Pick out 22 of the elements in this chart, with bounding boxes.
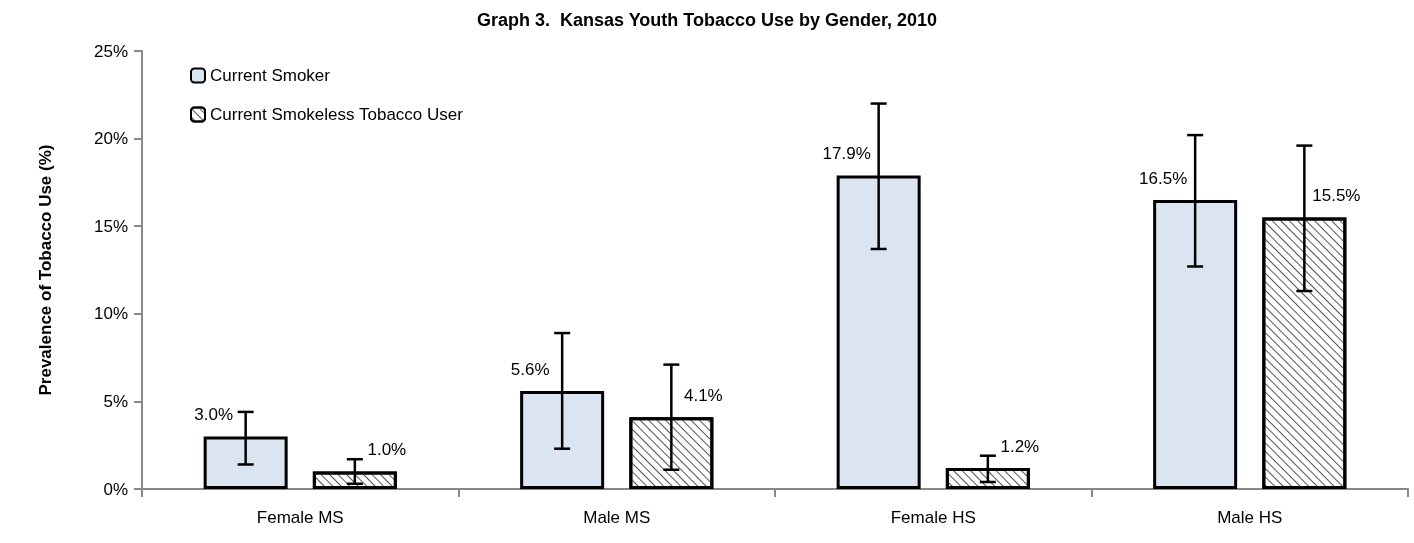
x-tick-label: Male HS (1217, 508, 1283, 527)
y-tick-label: 5% (103, 391, 128, 411)
data-label: 5.6% (510, 359, 550, 379)
x-tick-label: Female HS (890, 508, 976, 527)
chart-title: Graph 3. Kansas Youth Tobacco Use by Gender, 2010 (476, 10, 938, 30)
y-axis-title: Prevalence of Tobacco Use (%) (36, 144, 55, 396)
data-label: 1.2% (1000, 436, 1040, 456)
y-tick-label: 25% (93, 41, 128, 61)
data-label: 15.5% (1312, 186, 1361, 206)
y-tick-label: 15% (93, 216, 128, 236)
legend-label: Current Smokeless Tobacco User (210, 105, 464, 124)
x-tick-label: Female MS (256, 508, 344, 527)
data-label: 16.5% (1139, 168, 1188, 188)
y-tick-label: 20% (93, 129, 128, 149)
x-tick-label: Male MS (583, 508, 651, 527)
data-label: 1.0% (367, 440, 407, 460)
y-tick-label: 0% (103, 479, 128, 499)
legend-label: Current Smoker (210, 66, 331, 85)
data-label: 3.0% (194, 405, 234, 425)
data-label: 4.1% (683, 386, 723, 406)
y-tick-label: 10% (93, 304, 128, 324)
data-label: 17.9% (822, 144, 871, 164)
